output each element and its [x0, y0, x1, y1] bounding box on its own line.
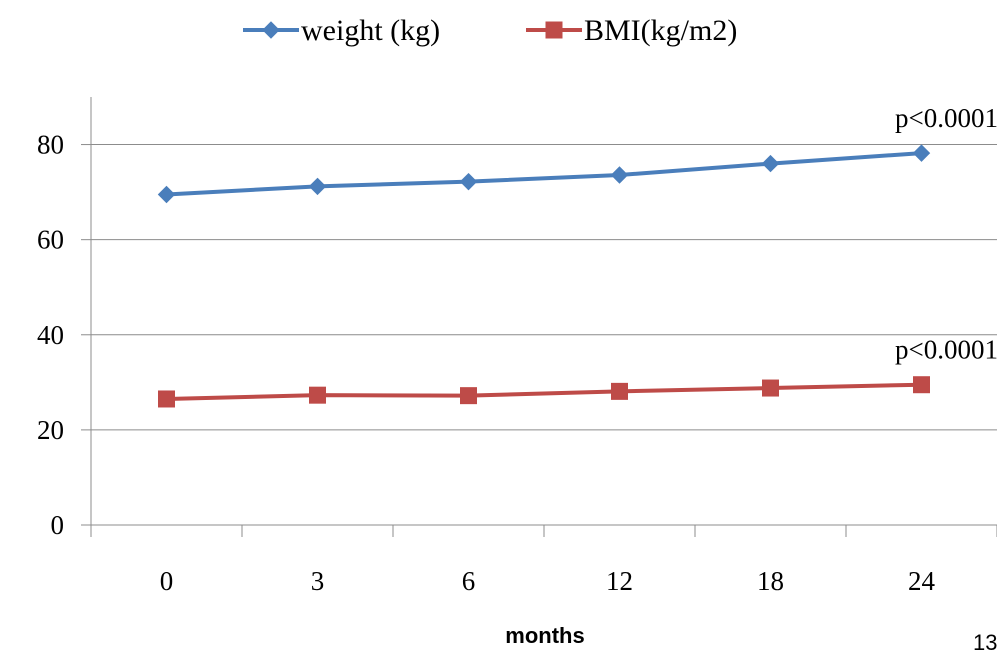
data-point: [158, 390, 175, 408]
data-point: [610, 166, 629, 184]
data-point: [761, 154, 780, 173]
y-tick-label: 60: [37, 225, 64, 255]
y-tick-label: 40: [37, 320, 64, 350]
data-point: [912, 144, 931, 162]
annotations: p<0.0001 p<0.0001: [895, 103, 997, 365]
legend-label: weight (kg): [301, 14, 440, 47]
data-point: [611, 382, 628, 400]
x-axis-label: months: [505, 623, 584, 648]
annotation-label: p<0.0001: [895, 103, 997, 133]
x-axis-tick-labels: 0 3 6 12 18 24: [160, 566, 936, 596]
x-tick-label: 18: [757, 566, 784, 596]
x-tick-label: 3: [311, 566, 325, 596]
y-axis-tick-labels: 0 20 40 60 80: [37, 130, 64, 540]
data-point: [309, 386, 326, 404]
annotation-label: p<0.0001: [895, 335, 997, 365]
series-line: [166, 382, 922, 401]
data-point: [157, 185, 176, 204]
axes: [81, 97, 997, 537]
legend-label: BMI(kg/m2): [584, 14, 737, 47]
x-tick-label: 12: [606, 566, 633, 596]
data-point: [460, 387, 477, 405]
page-number: 13: [973, 630, 997, 655]
legend-item-weight: weight (kg): [243, 14, 440, 47]
x-tick-label: 6: [462, 566, 476, 596]
series-group: [157, 144, 931, 408]
y-tick-label: 80: [37, 130, 64, 160]
x-tick-label: 24: [908, 566, 936, 596]
series-bmi: [158, 376, 930, 408]
y-tick-label: 20: [37, 415, 64, 445]
data-point: [308, 177, 327, 196]
gridlines: [91, 144, 997, 431]
x-tick-label: 0: [160, 566, 174, 596]
legend-item-bmi: BMI(kg/m2): [526, 14, 737, 47]
data-point: [762, 379, 779, 397]
data-point: [459, 172, 478, 191]
legend: weight (kg) BMI(kg/m2): [243, 14, 737, 47]
y-tick-label: 0: [51, 510, 65, 540]
data-point: [913, 376, 930, 394]
series-weight: [157, 144, 931, 204]
data-point: [262, 21, 280, 39]
data-point: [545, 21, 563, 39]
series-line: [166, 151, 922, 197]
